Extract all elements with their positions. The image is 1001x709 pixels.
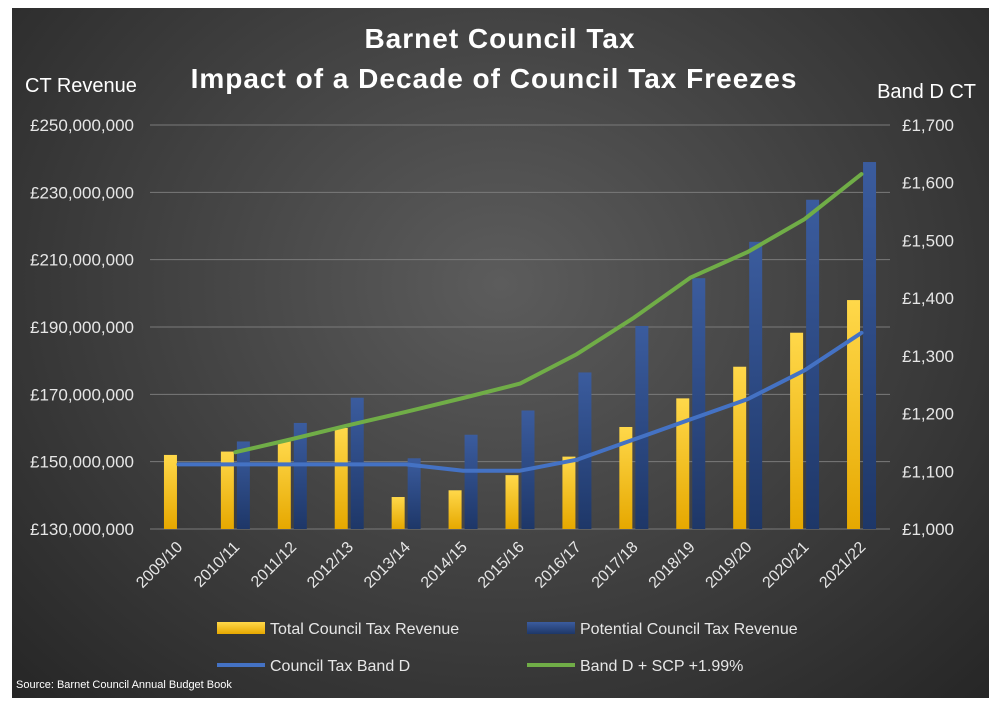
left-tick-label: £150,000,000: [30, 453, 134, 472]
left-axis-ticks: £130,000,000 £150,000,000 £170,000,000 £190…: [30, 116, 134, 539]
bar-total-revenue: [448, 490, 462, 529]
bar-potential-revenue: [749, 241, 763, 529]
bar-potential-revenue: [293, 422, 307, 529]
right-tick-label: £1,400: [902, 289, 954, 308]
right-tick-label: £1,500: [902, 231, 954, 250]
legend-label: Council Tax Band D: [270, 658, 410, 675]
x-tick-label: 2020/21: [760, 539, 813, 592]
chart-frame: Barnet Council Tax Impact of a Decade of…: [12, 8, 989, 698]
right-axis-title: Band D CT: [877, 81, 976, 103]
left-axis-title: CT Revenue: [25, 75, 137, 97]
legend-swatch: [527, 622, 575, 634]
x-tick-label: 2014/15: [418, 539, 471, 592]
x-tick-label: 2016/17: [532, 539, 585, 592]
left-tick-label: £250,000,000: [30, 116, 134, 135]
bar-total-revenue: [163, 454, 177, 529]
lines: [176, 172, 864, 473]
bar-total-revenue: [562, 456, 576, 529]
x-tick-label: 2015/16: [475, 539, 528, 592]
source-note: Source: Barnet Council Annual Budget Boo…: [16, 679, 232, 691]
right-tick-label: £1,700: [902, 116, 954, 135]
x-tick-label: 2010/11: [191, 539, 243, 591]
x-tick-label: 2018/19: [646, 539, 699, 592]
x-tick-label: 2011/12: [248, 539, 300, 591]
legend-swatch: [217, 622, 265, 634]
x-tick-label: 2012/13: [304, 539, 357, 592]
right-tick-label: £1,200: [902, 405, 954, 424]
chart-title: Barnet Council Tax: [364, 23, 635, 54]
bar-potential-revenue: [692, 278, 706, 529]
bar-total-revenue: [220, 451, 234, 529]
x-tick-label: 2009/10: [133, 539, 186, 592]
bar-total-revenue: [790, 332, 804, 529]
x-tick-label: 2017/18: [589, 539, 642, 592]
bar-potential-revenue: [635, 325, 649, 529]
legend: Total Council Tax Revenue Potential Counc…: [217, 621, 798, 675]
x-tick-label: 2021/22: [816, 539, 869, 592]
bar-total-revenue: [676, 398, 690, 529]
x-axis-ticks: 2009/10 2010/11 2011/12 2012/13 2013/14 2014/…: [133, 539, 869, 592]
bar-total-revenue: [277, 441, 291, 529]
legend-label: Band D + SCP +1.99%: [580, 658, 743, 675]
line-band-d-scp: [233, 172, 864, 455]
bar-potential-revenue: [863, 162, 877, 530]
right-tick-label: £1,300: [902, 347, 954, 366]
bar-total-revenue: [733, 366, 747, 529]
chart-svg: Barnet Council Tax Impact of a Decade of…: [16, 23, 976, 691]
line-band-d: [176, 330, 864, 473]
bar-potential-revenue: [236, 441, 250, 529]
legend-label: Total Council Tax Revenue: [270, 621, 459, 638]
left-tick-label: £190,000,000: [30, 318, 134, 337]
bars: [163, 162, 877, 530]
bar-total-revenue: [391, 497, 405, 529]
bar-total-revenue: [505, 475, 519, 529]
bar-potential-revenue: [578, 372, 592, 529]
left-tick-label: £230,000,000: [30, 183, 134, 202]
bar-potential-revenue: [407, 458, 421, 529]
left-tick-label: £170,000,000: [30, 385, 134, 404]
bar-potential-revenue: [464, 434, 478, 529]
right-tick-label: £1,100: [902, 462, 954, 481]
right-axis-ticks: £1,000 £1,100 £1,200 £1,300 £1,400 £1,500 £1,6…: [902, 116, 954, 539]
left-tick-label: £130,000,000: [30, 520, 134, 539]
gridlines: [150, 124, 890, 530]
left-tick-label: £210,000,000: [30, 251, 134, 270]
legend-label: Potential Council Tax Revenue: [580, 621, 798, 638]
right-tick-label: £1,000: [902, 520, 954, 539]
bar-total-revenue: [847, 300, 861, 529]
chart-subtitle: Impact of a Decade of Council Tax Freeze…: [191, 63, 798, 94]
bar-total-revenue: [334, 428, 348, 529]
bar-total-revenue: [619, 426, 633, 529]
right-tick-label: £1,600: [902, 174, 954, 193]
x-tick-label: 2019/20: [703, 539, 756, 592]
x-tick-label: 2013/14: [361, 539, 414, 592]
